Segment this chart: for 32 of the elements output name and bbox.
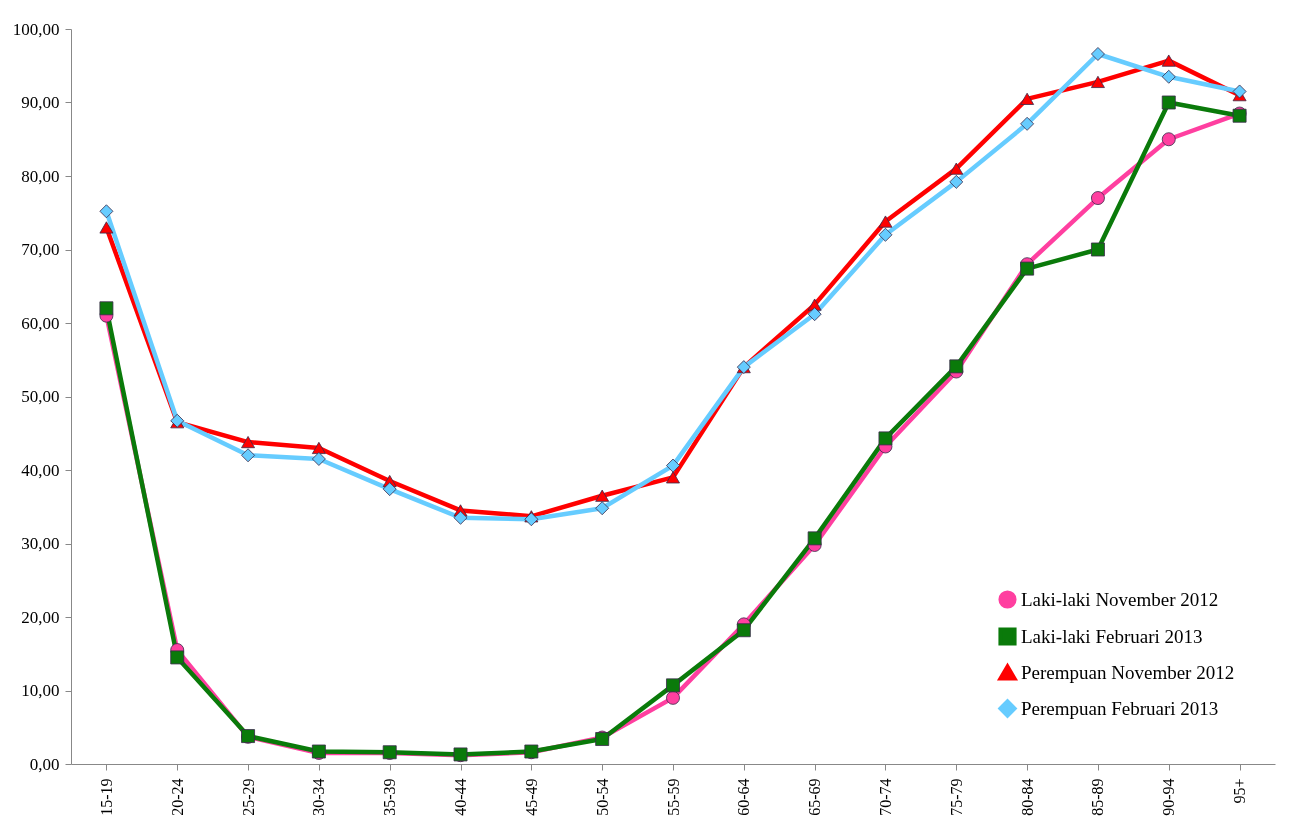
x-tick-label: 25-29 [239, 778, 257, 816]
legend-label: Perempuan Februari 2013 [1021, 697, 1219, 719]
x-tick-label: 40-44 [452, 778, 470, 816]
legend-label: Laki-laki November 2012 [1021, 588, 1219, 610]
x-tick-label: 80-84 [1018, 778, 1036, 816]
y-tick-label: 70,00 [21, 240, 60, 259]
legend-label: Laki-laki Februari 2013 [1021, 625, 1203, 647]
x-tick-label: 45-49 [522, 778, 540, 816]
y-tick-label: 0,00 [29, 754, 60, 774]
y-tick-label: 90,00 [21, 93, 60, 112]
x-tick-label: 60-64 [735, 778, 753, 816]
x-tick-label: 20-24 [168, 778, 186, 816]
x-tick-label: 85-89 [1089, 778, 1107, 816]
x-tick-label: 65-69 [806, 778, 824, 816]
x-tick-label: 75-79 [947, 778, 965, 816]
x-tick-label: 30-34 [310, 778, 328, 816]
y-tick-label: 100,00 [12, 19, 60, 39]
y-tick-label: 30,00 [21, 534, 60, 553]
x-tick-label: 95+ [1231, 778, 1249, 804]
legend-label: Perempuan November 2012 [1021, 661, 1235, 683]
x-tick-label: 70-74 [876, 778, 894, 816]
x-tick-label: 35-39 [381, 778, 399, 816]
x-tick-label: 15-19 [97, 778, 115, 816]
x-tick-label: 50-54 [593, 778, 611, 816]
x-tick-label: 90-94 [1160, 778, 1178, 816]
y-tick-label: 80,00 [21, 166, 60, 186]
y-tick-label: 50,00 [21, 387, 60, 406]
y-tick-label: 10,00 [21, 681, 60, 700]
x-tick-label: 55-59 [664, 778, 682, 816]
y-tick-label: 60,00 [21, 313, 60, 333]
y-tick-label: 20,00 [21, 607, 60, 627]
y-tick-label: 40,00 [21, 460, 60, 480]
